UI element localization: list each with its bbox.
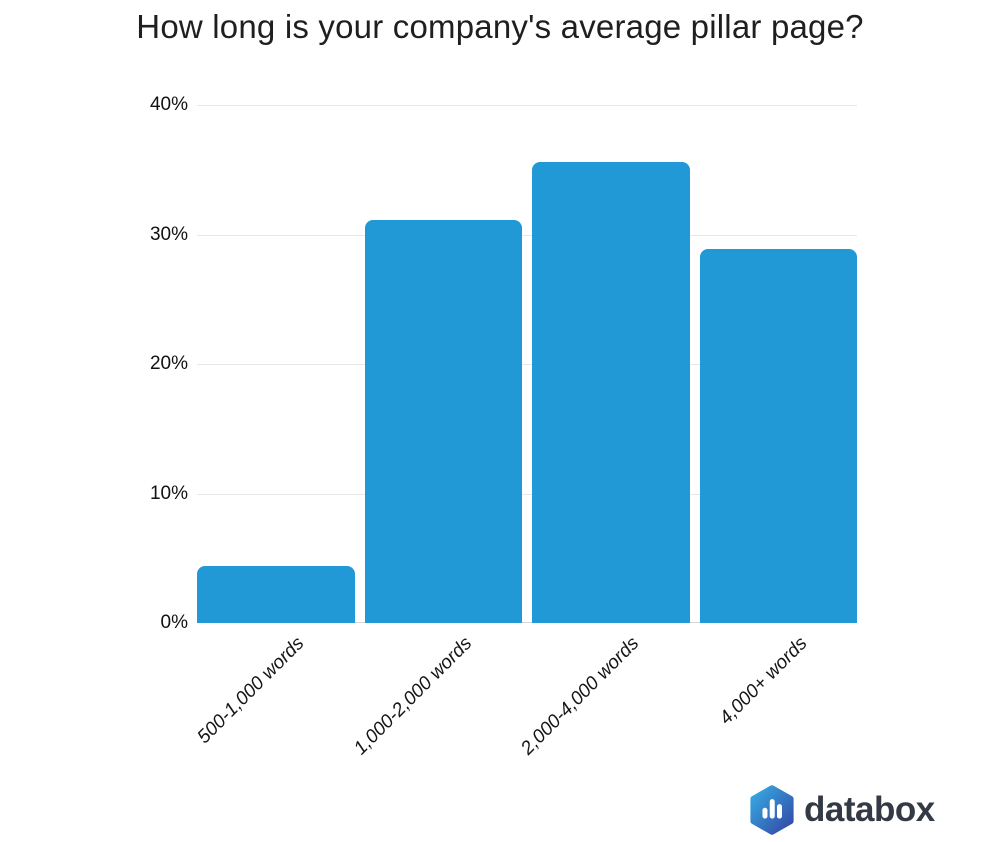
chart-title: How long is your company's average pilla… [136,8,864,45]
y-tick-label: 30% [149,223,188,245]
databox-logo-icon [750,785,794,835]
x-tick-label: 500-1,000 words [193,633,309,748]
gridlines [197,105,857,623]
y-tick-label: 20% [149,353,188,374]
x-tick-label: 1,000-2,000 words [349,633,477,760]
bar-4 [699,248,857,623]
bar-1 [197,566,355,623]
databox-logo-text: databox [804,790,935,829]
bar-2 [364,220,522,623]
y-tick-label: 10% [149,482,188,504]
footer-branding: databox [749,785,935,835]
gridline [197,105,857,106]
gridline [197,493,857,495]
y-tick-label: 0% [160,612,188,633]
gridline [197,364,857,365]
bars [197,105,857,623]
x-tick-label: 2,000-4,000 words [517,633,644,760]
x-tick-label: 4,000+ words [715,633,812,729]
gridline [197,234,857,236]
bar-3 [532,161,690,623]
x-axis-labels: 500-1,000 words 1,000-2,000 words 2,000-4,… [193,631,857,796]
y-tick-label: 40% [149,94,188,115]
x-axis-line [197,622,857,623]
plot-area [197,105,857,623]
y-axis-labels: 0% 10% 20% 30% 40% [0,94,188,633]
logo-bars [762,799,782,819]
